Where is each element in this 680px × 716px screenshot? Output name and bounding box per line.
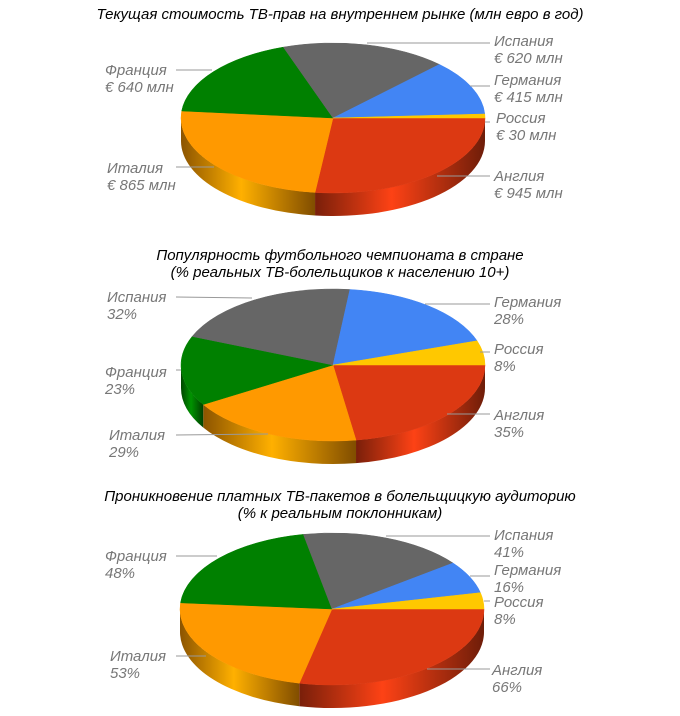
chart-1-label-spain: Испания € 620 млн — [494, 33, 563, 67]
pie-slice-Испания — [191, 288, 351, 366]
chart-3-title: Проникновение платных ТВ-пакетов в болел… — [104, 488, 576, 522]
pie-slice-Италия — [202, 364, 357, 442]
pie-slice-Россия — [331, 592, 485, 610]
pie-side-Италия — [181, 118, 316, 216]
chart-2-label-russia: Россия 8% — [494, 341, 544, 375]
chart-2-label-france: Франция 23% — [105, 364, 167, 398]
pie-slice-Франция — [181, 46, 334, 119]
chart-1-label-russia: Россия € 30 млн — [496, 110, 557, 144]
pie-side-Англия — [315, 118, 485, 216]
chart-3-label-russia: Россия 8% — [494, 594, 544, 628]
chart-1-label-england: Англия € 945 млн — [494, 168, 563, 202]
pie-slice-Германия — [332, 64, 486, 119]
pie-chart-1 — [176, 42, 490, 216]
pie-slice-Англия — [332, 364, 486, 441]
chart-1-title: Текущая стоимость ТВ-прав на внутреннем … — [96, 6, 584, 23]
pie-side-Италия — [180, 609, 300, 707]
chart-1-label-france: Франция € 640 млн — [105, 62, 174, 96]
chart-2-label-germany: Германия 28% — [494, 294, 562, 328]
leader-line — [175, 433, 269, 436]
chart-1-label-germany: Германия € 415 млн — [494, 72, 563, 106]
pie-side-Англия — [356, 365, 485, 464]
chart-3-label-italy: Италия 53% — [110, 648, 167, 682]
chart-3-label-spain: Испания 41% — [494, 527, 554, 561]
chart-2-label-england: Англия 35% — [494, 407, 545, 441]
pie-slice-Россия — [332, 340, 486, 366]
pie-slice-Англия — [314, 117, 486, 194]
leader-line — [175, 296, 253, 299]
pie-side-Италия — [203, 404, 357, 465]
pie-slice-Германия — [332, 289, 478, 366]
chart-3-label-england: Англия 66% — [492, 662, 543, 696]
chart-3-label-france: Франция 48% — [105, 548, 167, 582]
pie-slice-Италия — [180, 110, 334, 193]
chart-3-label-germany: Германия 16% — [494, 562, 562, 596]
pie-slice-Англия — [298, 608, 485, 686]
pie-side-Франция — [181, 365, 204, 428]
chart-2-label-italy: Италия 29% — [109, 427, 166, 461]
pie-chart-3 — [176, 532, 490, 708]
pie-slice-Россия — [332, 113, 486, 119]
chart-1-label-italy: Италия € 865 млн — [107, 160, 176, 194]
pie-slice-Франция — [180, 336, 334, 405]
chart-2-label-spain: Испания 32% — [107, 289, 167, 323]
pie-slice-Испания — [303, 532, 454, 610]
pie-slice-Франция — [180, 534, 333, 610]
chart-2-title: Популярность футбольного чемпионата в ст… — [156, 247, 524, 281]
pie-slice-Италия — [179, 602, 333, 684]
pie-side-Англия — [299, 609, 485, 708]
pie-chart-2 — [175, 288, 490, 465]
pie-slice-Испания — [282, 42, 440, 119]
